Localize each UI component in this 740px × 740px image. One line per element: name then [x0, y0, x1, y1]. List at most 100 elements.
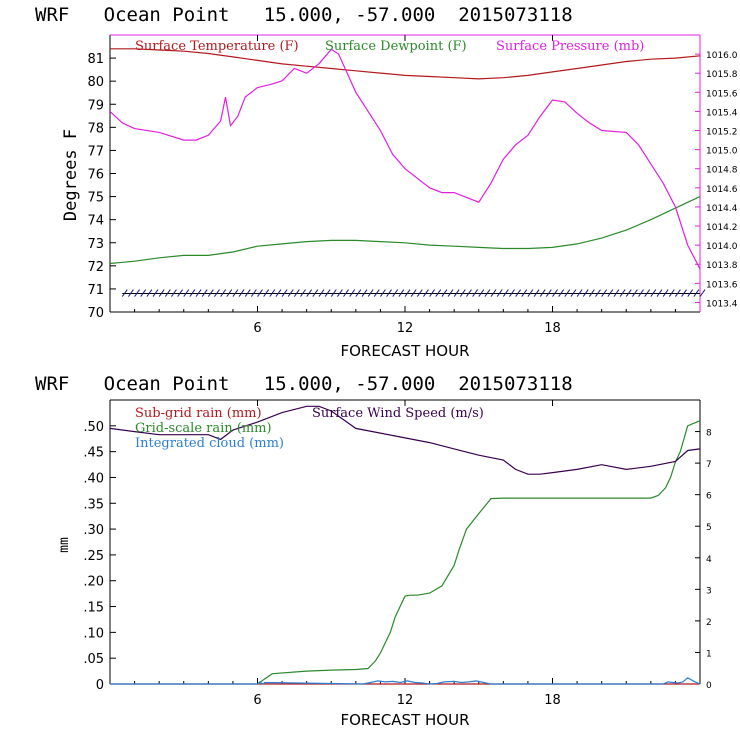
- wind-barb: [453, 289, 460, 297]
- top-y2-tick-label: 1013.6: [706, 280, 738, 290]
- bottom-y-tick-label: .40: [83, 471, 104, 486]
- top-y-tick-label: 76: [87, 168, 104, 183]
- wind-barb: [177, 289, 184, 297]
- wind-barb: [257, 289, 263, 297]
- wind-barb: [681, 289, 687, 297]
- top-y-tick-label: 77: [87, 144, 104, 159]
- top-y2-tick-label: 1015.4: [706, 108, 738, 118]
- legend-surface-pressure: Surface Pressure (mb): [496, 39, 644, 54]
- bottom-y-tick-label: .25: [83, 549, 104, 564]
- bottom-y-tick-label: .15: [83, 601, 104, 616]
- top-y2-tick-label: 1015.0: [706, 147, 738, 157]
- bottom-y2-tick-label: 3: [706, 586, 712, 596]
- wind-barb: [121, 289, 128, 297]
- top-y-tick-label: 74: [87, 214, 104, 229]
- wind-barb: [416, 289, 423, 297]
- top-x-tick-label: 18: [544, 321, 561, 336]
- bottom-x-axis-label: FORECAST HOUR: [340, 711, 469, 729]
- bottom-y-tick-label: .35: [83, 497, 104, 512]
- wind-barb: [656, 289, 663, 297]
- wind-barb: [398, 289, 405, 297]
- legend-subgrid-rain: Sub-grid rain (mm): [135, 406, 262, 421]
- wind-barb: [429, 289, 435, 297]
- wind-barb: [349, 289, 356, 297]
- wind-barb: [386, 289, 392, 297]
- wind-barb: [521, 289, 528, 297]
- wind-barb: [300, 289, 306, 297]
- wind-barb: [675, 289, 681, 297]
- wind-barb-row: [121, 289, 706, 297]
- legend-surface-dewpoint: Surface Dewpoint (F): [325, 39, 467, 54]
- wind-barb: [650, 289, 657, 297]
- wind-barb: [373, 289, 380, 297]
- wind-barb: [435, 289, 442, 297]
- wind-barb: [545, 289, 552, 297]
- wind-barb: [189, 289, 196, 297]
- top-y-tick-label: 71: [87, 283, 104, 298]
- wind-barb: [226, 289, 233, 297]
- top-y2-tick-label: 1015.8: [706, 70, 738, 80]
- top-x-tick-label: 6: [253, 321, 261, 336]
- bottom-y-tick-label: .05: [83, 652, 104, 667]
- wind-barb: [515, 289, 522, 297]
- surface-pressure-mb-line: [109, 48, 701, 270]
- wind-barb: [164, 289, 171, 297]
- top-y2-tick-label: 1014.6: [706, 185, 738, 195]
- top-y-tick-label: 78: [87, 121, 104, 136]
- bottom-y2-tick-label: 2: [706, 618, 712, 628]
- wind-barb: [183, 289, 190, 297]
- wind-barb: [441, 289, 448, 297]
- wind-barb: [330, 289, 337, 297]
- grid-scale-rain-mm-line: [257, 420, 701, 685]
- top-plot-area: 6 12 18 70 71 72 73 74 75 76 77 78 79 80 81 1013.4 1013.…: [87, 34, 738, 336]
- wind-barb: [336, 289, 343, 297]
- legend-gridscale-rain: Grid-scale rain (mm): [135, 421, 272, 436]
- wind-barb: [687, 289, 694, 297]
- wind-barb: [552, 289, 558, 297]
- bottom-y2-tick-label: 6: [706, 492, 712, 502]
- wind-barb: [201, 289, 208, 297]
- wind-barb: [312, 289, 319, 297]
- wind-barb: [423, 289, 429, 297]
- top-y-tick-label: 79: [87, 98, 104, 113]
- wind-barb: [619, 289, 626, 297]
- bottom-y2-tick-label: 7: [706, 460, 712, 470]
- surface-temperature-f-line: [110, 48, 701, 80]
- wind-barb: [361, 289, 368, 297]
- wind-barb: [638, 289, 644, 297]
- wind-barb: [607, 289, 614, 297]
- wind-barb: [238, 289, 245, 297]
- top-y2-tick-label: 1014.2: [706, 223, 738, 233]
- wind-barb: [564, 289, 571, 297]
- wind-barb: [478, 289, 485, 297]
- wind-barb: [693, 289, 700, 297]
- top-y-tick-label: 70: [87, 306, 104, 321]
- wind-barb: [410, 289, 417, 297]
- bottom-y2-tick-label: 4: [706, 555, 712, 565]
- legend-integrated-cloud: Integrated cloud (mm): [135, 436, 284, 451]
- wind-barb: [496, 289, 503, 297]
- wind-barb: [533, 289, 540, 297]
- bottom-y-axis-label: mm: [57, 537, 72, 553]
- wind-barb: [644, 289, 651, 297]
- wind-barb: [324, 289, 331, 297]
- top-y2-tick-label: 1014.4: [706, 204, 738, 214]
- top-y2-tick-label: 1013.4: [706, 299, 738, 309]
- wind-barb: [281, 289, 288, 297]
- wind-barb: [631, 289, 638, 297]
- wind-barb: [293, 289, 300, 297]
- wind-barb: [275, 289, 282, 297]
- wind-barb: [380, 289, 386, 297]
- bottom-y2-tick-label: 5: [706, 523, 712, 533]
- wind-barb: [343, 289, 349, 297]
- wind-barb: [146, 289, 153, 297]
- bottom-y2-tick-label: 8: [706, 429, 712, 439]
- wind-barb: [195, 289, 202, 297]
- wind-barb: [306, 289, 313, 297]
- top-y2-tick-label: 1016.0: [706, 51, 738, 61]
- wind-barb: [392, 289, 399, 297]
- bottom-y2-tick-label: 1: [706, 649, 712, 659]
- integrated-cloud-mm-line: [110, 677, 701, 685]
- wind-barb: [472, 289, 479, 297]
